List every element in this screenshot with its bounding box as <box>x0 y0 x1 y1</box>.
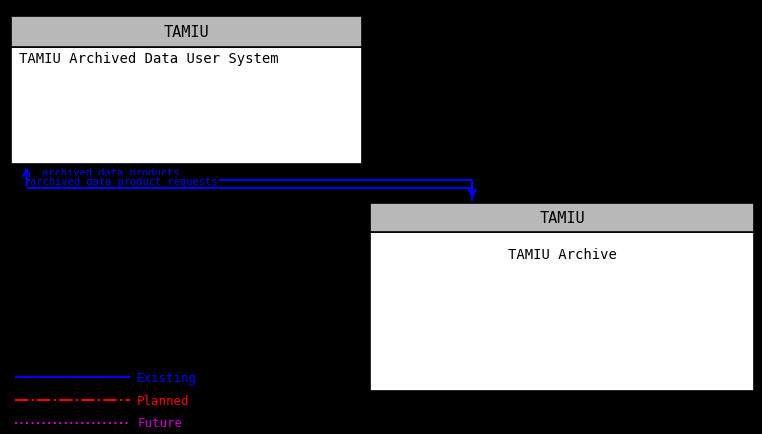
Text: archived data product requests: archived data product requests <box>30 177 218 187</box>
Text: TAMIU: TAMIU <box>164 25 210 40</box>
Bar <box>11 17 362 48</box>
Text: TAMIU Archive: TAMIU Archive <box>507 247 616 261</box>
Text: archived data products: archived data products <box>42 168 179 178</box>
Text: TAMIU: TAMIU <box>539 210 584 226</box>
Text: Planned: Planned <box>137 394 190 407</box>
Text: Future: Future <box>137 416 182 429</box>
Bar <box>11 48 362 165</box>
Bar <box>370 204 754 232</box>
Bar <box>370 232 754 391</box>
Text: TAMIU Archived Data User System: TAMIU Archived Data User System <box>19 52 279 66</box>
Text: Existing: Existing <box>137 371 197 384</box>
